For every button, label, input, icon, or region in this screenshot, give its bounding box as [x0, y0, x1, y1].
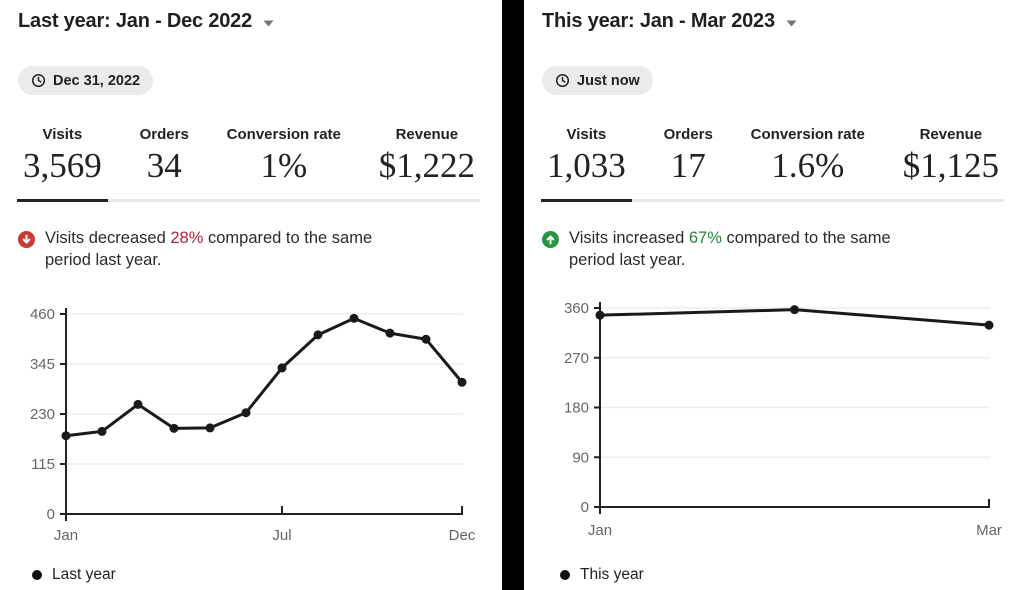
stat-label: Conversion rate — [750, 126, 865, 143]
stat-label: Revenue — [919, 126, 983, 143]
note-text: Visits decreased 28% compared to the sam… — [45, 229, 373, 269]
clock-icon — [31, 73, 46, 88]
last-updated-badge: Dec 31, 2022 — [18, 66, 154, 95]
svg-text:0: 0 — [47, 506, 55, 523]
change-percent: 67% — [688, 229, 722, 247]
svg-text:180: 180 — [564, 400, 589, 417]
svg-text:Mar: Mar — [976, 522, 1002, 539]
stat-label: Orders — [663, 126, 713, 143]
stat-tab-conversion-rate[interactable]: Conversion rate 1% — [222, 124, 346, 186]
stat-value: $1,222 — [378, 146, 475, 185]
note-text: Visits increased 67% compared to the sam… — [569, 229, 891, 269]
stat-tab-revenue[interactable]: Revenue $1,222 — [374, 124, 480, 186]
stat-tab-revenue[interactable]: Revenue $1,125 — [898, 124, 1004, 186]
chevron-down-icon — [263, 20, 274, 26]
svg-text:0: 0 — [581, 499, 589, 516]
legend-last-year: Last year — [32, 566, 116, 584]
last-updated-badge: Just now — [542, 66, 653, 95]
stat-tab-conversion-rate[interactable]: Conversion rate 1.6% — [746, 124, 870, 186]
visits-change-note: Visits increased 67% compared to the sam… — [542, 228, 942, 272]
stat-tab-orders[interactable]: Orders 17 — [659, 124, 718, 186]
chevron-down-icon — [786, 20, 797, 26]
clock-icon — [555, 73, 570, 88]
last-updated-label: Just now — [577, 72, 640, 89]
svg-text:270: 270 — [564, 350, 589, 367]
stat-value: 1.6% — [771, 146, 845, 185]
decrease-arrow-icon — [18, 231, 35, 248]
svg-text:460: 460 — [30, 306, 55, 323]
stat-label: Conversion rate — [226, 126, 341, 143]
panel-title: This year: Jan - Mar 2023 — [542, 10, 775, 32]
change-percent: 28% — [170, 229, 204, 247]
svg-text:Jul: Jul — [272, 527, 291, 544]
svg-text:Dec: Dec — [449, 527, 476, 544]
stat-tab-orders[interactable]: Orders 34 — [135, 124, 194, 186]
svg-text:345: 345 — [30, 356, 55, 373]
this-year-line-chart: 0 90 180 270 360 Jan Mar — [564, 300, 1002, 539]
svg-text:Jan: Jan — [54, 527, 78, 544]
legend-dot-icon — [32, 570, 42, 580]
date-range-dropdown-last-year[interactable]: Last year: Jan - Dec 2022 — [18, 10, 274, 33]
stat-value: 34 — [146, 146, 182, 185]
svg-text:230: 230 — [30, 406, 55, 423]
panel-divider — [502, 0, 524, 590]
stat-value: 17 — [670, 146, 706, 185]
svg-text:Jan: Jan — [588, 522, 612, 539]
legend-label: This year — [580, 566, 644, 583]
stat-value: 1,033 — [547, 146, 626, 185]
legend-dot-icon — [560, 570, 570, 580]
stat-tab-visits[interactable]: Visits 1,033 — [541, 124, 632, 202]
stat-label: Visits — [42, 126, 83, 143]
stats-tabs: Visits 3,569 Orders 34 Conversion rate 1… — [17, 124, 480, 202]
panel-last-year: Last year: Jan - Dec 2022 Dec 31, 2022 V… — [0, 0, 502, 590]
stat-value: 3,569 — [23, 146, 102, 185]
svg-text:90: 90 — [572, 449, 589, 466]
increase-arrow-icon — [542, 231, 559, 248]
stat-value: $1,125 — [902, 146, 999, 185]
stat-tab-visits[interactable]: Visits 3,569 — [17, 124, 108, 202]
stat-label: Orders — [139, 126, 189, 143]
legend-label: Last year — [52, 566, 116, 583]
svg-text:115: 115 — [31, 456, 55, 473]
svg-text:360: 360 — [564, 300, 589, 317]
stat-value: 1% — [260, 146, 308, 185]
legend-this-year: This year — [560, 566, 644, 584]
stats-tabs: Visits 1,033 Orders 17 Conversion rate 1… — [541, 124, 1004, 202]
panel-title: Last year: Jan - Dec 2022 — [18, 10, 253, 32]
visits-change-note: Visits decreased 28% compared to the sam… — [18, 228, 418, 272]
panel-this-year: This year: Jan - Mar 2023 Just now Visit… — [524, 0, 1024, 590]
last-updated-label: Dec 31, 2022 — [53, 72, 141, 89]
stat-label: Revenue — [395, 126, 459, 143]
date-range-dropdown-this-year[interactable]: This year: Jan - Mar 2023 — [542, 10, 797, 33]
last-year-line-chart: 0 115 230 345 460 Jan Jul Dec — [30, 306, 476, 544]
stat-label: Visits — [566, 126, 607, 143]
